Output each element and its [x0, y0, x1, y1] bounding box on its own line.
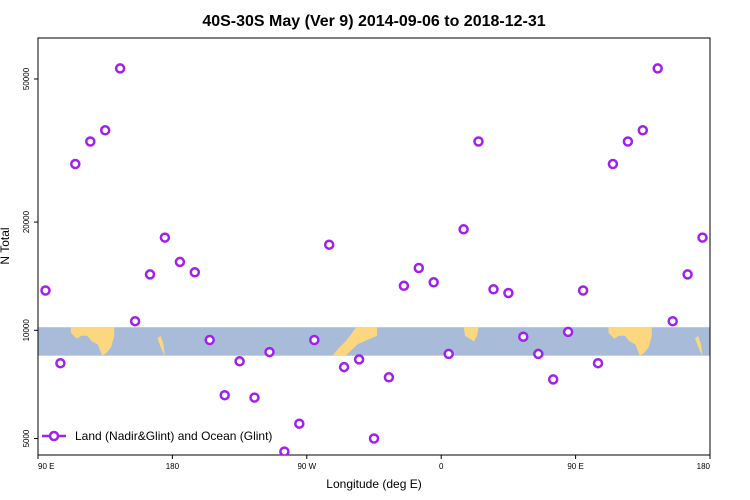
y-axis-label: N Total — [0, 227, 12, 264]
legend-label: Land (Nadir&Glint) and Ocean (Glint) — [75, 429, 272, 443]
data-point — [368, 433, 380, 444]
data-point — [622, 136, 634, 147]
data-point — [189, 267, 201, 278]
data-point — [697, 232, 708, 243]
y-axis: 5000 10000 20000 50000 — [22, 67, 38, 447]
data-points — [40, 63, 708, 455]
x-tick-label: 180 — [697, 462, 711, 471]
y-tick-label: 5000 — [22, 429, 31, 447]
chart-title: 40S-30S May (Ver 9) 2014-09-06 to 2018-1… — [202, 13, 545, 30]
data-point — [159, 232, 171, 243]
data-point — [547, 374, 559, 385]
x-tick-label: 0 — [439, 462, 444, 471]
map-band — [38, 327, 710, 356]
data-point — [413, 262, 425, 274]
data-point — [279, 446, 290, 455]
data-point — [518, 331, 529, 342]
data-point — [70, 158, 81, 170]
data-point — [114, 63, 126, 74]
data-point — [503, 287, 514, 299]
data-point — [637, 125, 649, 136]
data-point — [562, 326, 574, 338]
data-point — [458, 224, 469, 235]
data-point — [129, 315, 141, 327]
data-point — [398, 280, 410, 292]
data-point — [99, 125, 111, 136]
land-africa — [463, 327, 479, 342]
land-australia — [70, 327, 115, 356]
data-point — [85, 136, 96, 147]
data-point — [652, 63, 663, 74]
x-axis: 90 E 180 90 W 0 90 E 180 — [37, 455, 711, 471]
data-point — [294, 418, 305, 429]
data-point — [443, 348, 454, 360]
legend: Land (Nadir&Glint) and Ocean (Glint) — [42, 429, 272, 443]
data-point — [488, 284, 499, 295]
data-point — [323, 239, 335, 250]
data-point — [533, 348, 544, 360]
data-point — [144, 269, 156, 280]
data-point — [234, 356, 245, 367]
data-point — [174, 256, 186, 268]
data-point — [353, 354, 365, 365]
y-tick-label: 10000 — [22, 319, 31, 342]
data-point — [264, 346, 275, 358]
x-tick-label: 90 E — [38, 462, 54, 471]
data-point — [383, 372, 395, 383]
y-tick-label: 50000 — [22, 67, 31, 90]
x-tick-label: 90 E — [567, 462, 583, 471]
y-tick-label: 20000 — [22, 210, 31, 233]
land-new-zealand — [157, 335, 165, 356]
legend-marker — [48, 430, 60, 442]
data-point — [204, 334, 215, 346]
data-point — [682, 269, 693, 280]
data-point — [219, 389, 230, 401]
data-point — [309, 334, 320, 346]
land-south-america — [332, 327, 377, 356]
x-axis-label: Longitude (deg E) — [326, 477, 421, 491]
data-point — [338, 361, 350, 373]
data-point — [667, 315, 678, 327]
x-tick-label: 180 — [166, 462, 180, 471]
data-point — [40, 285, 51, 296]
data-point — [249, 392, 260, 403]
x-tick-label: 90 W — [297, 462, 316, 471]
plot-frame — [37, 37, 711, 456]
land-new-zealand-repeat — [695, 335, 703, 356]
data-point — [577, 285, 589, 296]
data-point — [428, 277, 439, 288]
data-point — [55, 357, 66, 369]
land-australia-repeat — [608, 327, 652, 356]
data-point — [607, 158, 619, 170]
data-point — [592, 357, 604, 369]
data-point — [473, 136, 484, 147]
